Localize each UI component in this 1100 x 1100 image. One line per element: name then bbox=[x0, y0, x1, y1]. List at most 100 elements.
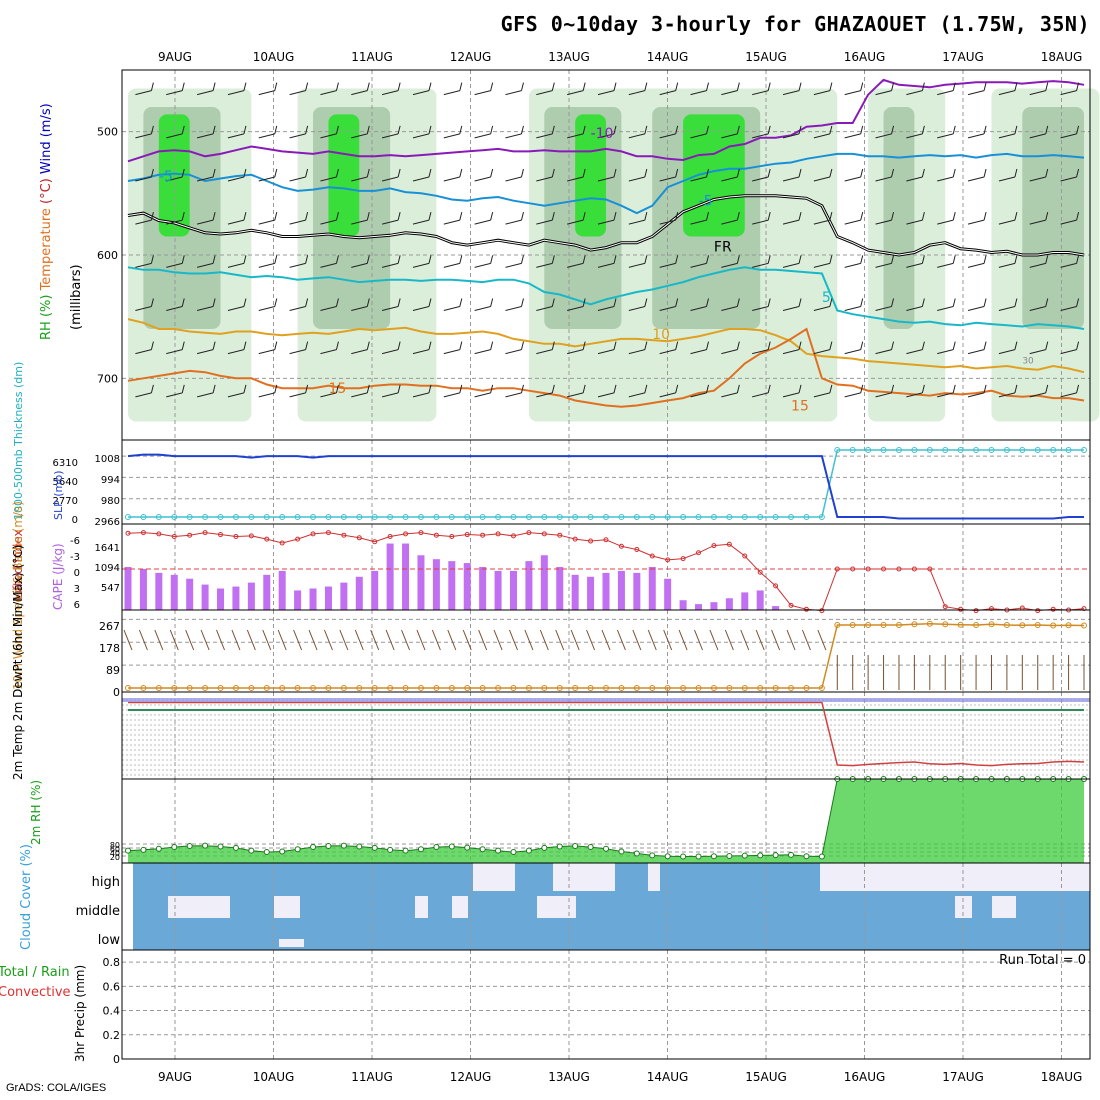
li-tick-label: 3 bbox=[74, 584, 80, 595]
wind-barb bbox=[752, 384, 771, 398]
surface-wind-barb bbox=[370, 629, 380, 651]
date-label-bottom: 10AUG bbox=[253, 1070, 295, 1084]
cape-bar bbox=[509, 570, 517, 610]
thickness-marker bbox=[464, 513, 471, 520]
wind-barb bbox=[382, 384, 401, 398]
thickness-marker bbox=[911, 447, 918, 453]
wind-speed-marker bbox=[340, 685, 347, 691]
wind-barb bbox=[258, 384, 278, 398]
wind-barb bbox=[196, 168, 216, 182]
lifted-index-marker bbox=[1035, 608, 1041, 614]
lifted-index-marker bbox=[449, 534, 455, 539]
wind-barb bbox=[289, 341, 309, 355]
lifted-index-marker bbox=[202, 530, 208, 536]
wind-speed-marker bbox=[1081, 622, 1087, 629]
wind-barb bbox=[536, 255, 555, 268]
wind-barb bbox=[536, 212, 555, 225]
thickness-marker bbox=[633, 513, 640, 520]
lifted-index-marker bbox=[711, 543, 717, 549]
wind-barb bbox=[382, 82, 401, 96]
surface-wind-barb bbox=[231, 629, 241, 651]
surface-wind-barb bbox=[216, 629, 225, 651]
wind-barb bbox=[875, 298, 895, 311]
lifted-index-ylabel: Lifted Index bbox=[11, 529, 25, 600]
wind-barb bbox=[597, 168, 617, 182]
lifted-index-marker bbox=[233, 534, 239, 539]
wind-barb bbox=[505, 212, 524, 225]
thickness-tick-label: 2770 bbox=[53, 496, 78, 507]
thickness-marker bbox=[248, 513, 255, 520]
pressure-tick-label: 700 bbox=[97, 372, 118, 385]
rh-marker bbox=[325, 842, 332, 849]
cloud-row-label: low bbox=[98, 933, 121, 948]
wind-barb bbox=[721, 82, 740, 96]
thickness-marker bbox=[1050, 447, 1057, 453]
wind-speed-marker bbox=[387, 685, 394, 691]
wind-barb bbox=[166, 125, 185, 139]
wind-barb bbox=[1060, 341, 1080, 355]
wind-speed-marker bbox=[741, 685, 748, 691]
lifted-index-marker bbox=[634, 547, 640, 552]
lifted-index-marker bbox=[911, 566, 917, 572]
cape-bar bbox=[602, 572, 610, 610]
date-label-bottom: 17AUG bbox=[942, 1070, 984, 1084]
slp-tick-label: 980 bbox=[101, 496, 120, 507]
wind-barb bbox=[659, 125, 679, 139]
wind-barb bbox=[196, 298, 216, 311]
cape-bar bbox=[155, 572, 163, 610]
wind-speed-marker bbox=[803, 685, 810, 691]
wind-barb bbox=[721, 255, 740, 268]
wind-barb bbox=[782, 168, 802, 182]
wind-speed-marker bbox=[464, 685, 471, 691]
wind-barb bbox=[967, 384, 987, 398]
thickness-marker bbox=[371, 513, 378, 520]
contour-label: 15 bbox=[791, 398, 809, 414]
wind-barb bbox=[721, 384, 740, 398]
wind-barb bbox=[721, 298, 740, 311]
wind-barb bbox=[813, 298, 833, 311]
wind-barb bbox=[196, 255, 216, 268]
cape-bar bbox=[448, 561, 456, 610]
wind-speed-marker bbox=[356, 685, 363, 691]
wind-speed-marker bbox=[1003, 622, 1010, 628]
wind-speed-marker bbox=[155, 685, 162, 691]
cloud-high-block bbox=[473, 863, 515, 891]
thickness-marker bbox=[556, 513, 563, 520]
wind-barb bbox=[505, 82, 524, 96]
thickness-marker bbox=[618, 513, 625, 520]
cape-bar bbox=[587, 576, 595, 610]
surface-wind-barb bbox=[786, 629, 796, 651]
wind-barb bbox=[227, 125, 247, 139]
cape-bar bbox=[417, 555, 425, 610]
slp-line bbox=[127, 453, 1084, 520]
wind-barb bbox=[597, 384, 617, 398]
lifted-index-marker bbox=[927, 566, 933, 572]
wind-barb bbox=[412, 384, 432, 398]
thickness-tick-label: 0 bbox=[72, 515, 78, 526]
wind-barb bbox=[135, 341, 154, 355]
wind-speed-marker bbox=[649, 685, 656, 691]
cloud-middle-block bbox=[537, 896, 576, 918]
surface-wind-barb bbox=[817, 629, 827, 651]
wind-barb bbox=[937, 82, 956, 96]
contour-label: 15 bbox=[328, 381, 346, 397]
rh-marker bbox=[525, 847, 532, 854]
wind-barb bbox=[906, 125, 925, 139]
wind-barb bbox=[474, 212, 494, 225]
thickness-marker bbox=[1034, 447, 1041, 453]
rh-marker bbox=[726, 852, 733, 859]
wind-barb bbox=[937, 255, 956, 268]
wind-speed-marker bbox=[603, 685, 609, 691]
wind-speed-marker bbox=[664, 685, 671, 691]
thickness-marker bbox=[186, 513, 193, 520]
wind-speed-marker bbox=[140, 685, 147, 691]
lifted-index-marker bbox=[1050, 606, 1056, 612]
wind-barb bbox=[474, 298, 494, 311]
wind-barb bbox=[906, 82, 925, 96]
wind-speed-marker bbox=[849, 622, 856, 628]
wind-barb bbox=[998, 82, 1018, 96]
contour-label: -10 bbox=[591, 126, 614, 142]
wind-barb bbox=[320, 384, 339, 398]
surface-wind-barb bbox=[771, 629, 781, 651]
wind-barb bbox=[289, 255, 309, 268]
